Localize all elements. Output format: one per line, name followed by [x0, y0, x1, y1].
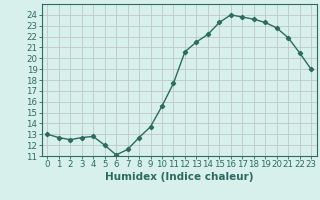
X-axis label: Humidex (Indice chaleur): Humidex (Indice chaleur) [105, 172, 253, 182]
